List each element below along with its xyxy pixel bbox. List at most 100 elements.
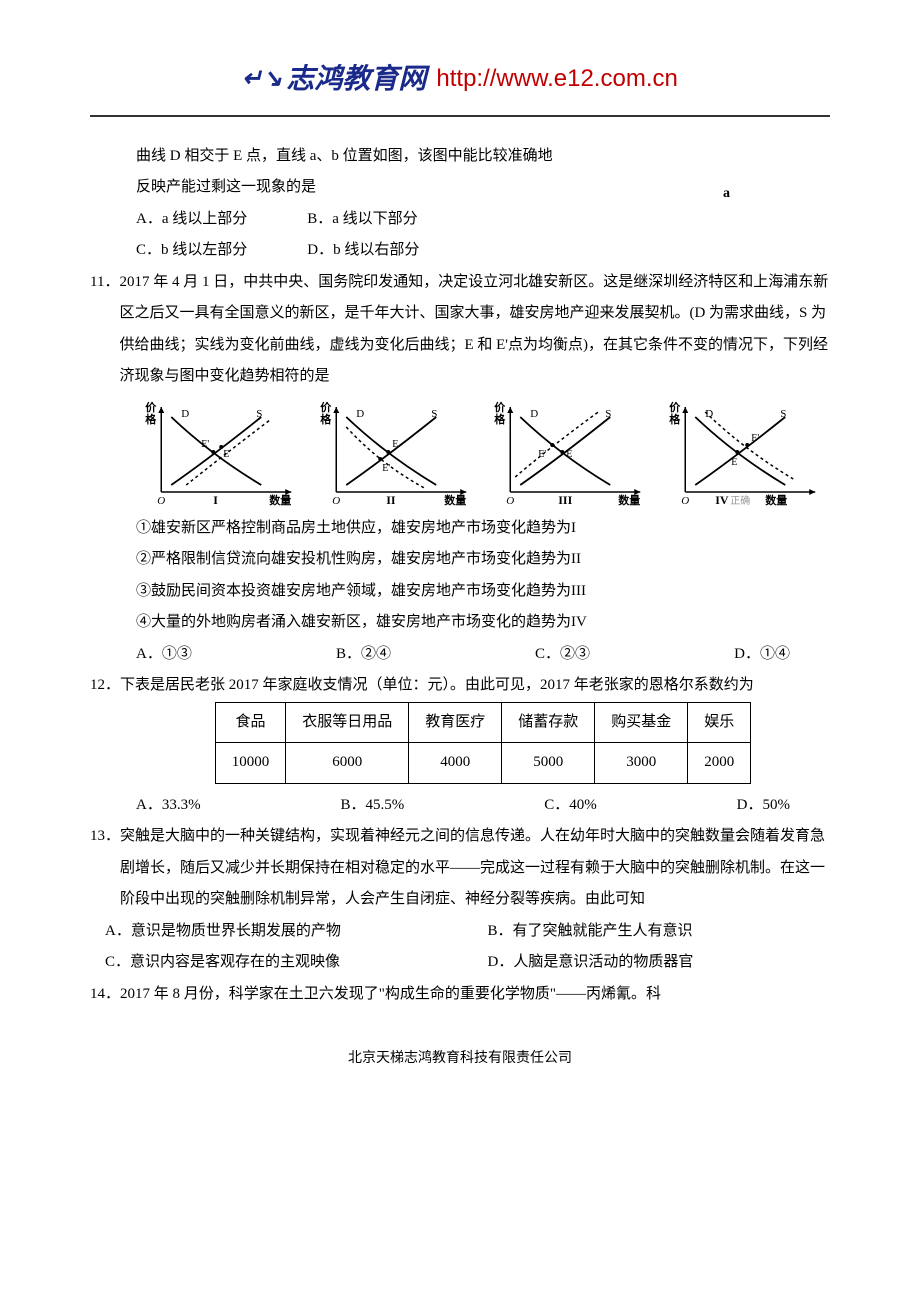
site-logo: ↵↘ 志鸿教育网 [242,50,426,109]
q12-option-d: D．50% [737,790,790,822]
q12-table: 食品 衣服等日用品 教育医疗 储蓄存款 购买基金 娱乐 10000 6000 4… [215,702,752,784]
table-cell: 6000 [286,743,409,784]
q10-options-row1: A．a 线以上部分 B．a 线以下部分 [136,204,830,236]
table-header-cell: 衣服等日用品 [286,702,409,743]
q10-option-c: C．b 线以左部分 [136,235,247,267]
svg-text:数量: 数量 [765,493,787,507]
svg-text:价: 价 [320,401,332,414]
svg-text:价: 价 [494,401,506,414]
table-cell: 4000 [409,743,502,784]
svg-text:价: 价 [669,401,681,414]
chart-3: 价 格 O 数量 D S E E' III [485,397,656,507]
table-cell: 2000 [688,743,751,784]
svg-text:S: S [605,408,611,420]
q11-options: A．①③ B．②④ C．②③ D．①④ [136,639,830,671]
q12-body: 食品 衣服等日用品 教育医疗 储蓄存款 购买基金 娱乐 10000 6000 4… [90,702,830,822]
table-cell: 5000 [502,743,595,784]
svg-text:E': E' [201,439,209,450]
q11-body: 价 格 O 数量 D S E' E I [90,397,830,671]
q13-text: 突触是大脑中的一种关键结构，实现着神经元之间的信息传递。人在幼年时大脑中的突触数… [120,821,830,916]
svg-text:E: E [392,439,398,450]
svg-text:O: O [681,495,689,507]
q12-option-a: A．33.3% [136,790,201,822]
svg-text:数量: 数量 [444,493,466,507]
table-header-cell: 储蓄存款 [502,702,595,743]
q11-number: 11． [90,267,119,393]
q13-number: 13． [90,821,120,916]
page-footer: 北京天梯志鸿教育科技有限责任公司 [90,1044,830,1073]
document-page: ↵↘ 志鸿教育网 http://www.e12.com.cn a 曲线 D 相交… [0,0,920,1114]
margin-note: a [723,179,730,208]
q10-option-d: D．b 线以右部分 [307,235,419,267]
svg-text:IV: IV [715,493,729,507]
svg-text:正确: 正确 [730,494,750,507]
svg-text:I: I [213,493,218,507]
table-cell: 10000 [215,743,286,784]
q10-options-row2: C．b 线以左部分 D．b 线以右部分 [136,235,830,267]
svg-text:格: 格 [320,412,332,426]
svg-text:E: E [223,449,229,460]
svg-text:E': E' [382,463,390,474]
q13-option-b: B．有了突触就能产生人有意识 [488,916,831,948]
svg-text:格: 格 [669,412,681,426]
chart-1: 价 格 O 数量 D S E' E I [136,397,307,507]
q11-option-d: D．①④ [734,639,790,671]
q12-option-c: C．40% [544,790,597,822]
question-13: 13． 突触是大脑中的一种关键结构，实现着神经元之间的信息传递。人在幼年时大脑中… [90,821,830,916]
svg-text:数量: 数量 [269,493,291,507]
table-header-cell: 食品 [215,702,286,743]
logo-icon: ↵↘ [242,54,282,104]
table-cell: 3000 [595,743,688,784]
q11-charts: 价 格 O 数量 D S E' E I [136,397,830,507]
svg-text:D: D [705,408,713,420]
svg-text:D: D [356,408,364,420]
q11-stmt2: ②严格限制信贷流向雄安投机性购房，雄安房地产市场变化趋势为II [136,544,830,576]
svg-text:E': E' [751,433,759,444]
svg-text:E: E [731,457,737,468]
svg-text:S: S [780,408,786,420]
question-14: 14． 2017 年 8 月份，科学家在土卫六发现了"构成生命的重要化学物质"—… [90,979,830,1011]
svg-text:S: S [431,408,437,420]
q12-options: A．33.3% B．45.5% C．40% D．50% [136,790,830,822]
q10-option-a: A．a 线以上部分 [136,204,247,236]
q11-option-b: B．②④ [336,639,391,671]
svg-text:数量: 数量 [618,493,640,507]
q13-option-a: A．意识是物质世界长期发展的产物 [105,916,448,948]
q11-option-a: A．①③ [136,639,192,671]
question-12: 12． 下表是居民老张 2017 年家庭收支情况（单位：元）。由此可见，2017… [90,670,830,702]
table-header-cell: 购买基金 [595,702,688,743]
svg-text:D: D [530,408,538,420]
svg-text:O: O [157,495,165,507]
q14-text: 2017 年 8 月份，科学家在土卫六发现了"构成生命的重要化学物质"——丙烯氰… [120,979,830,1011]
page-header: ↵↘ 志鸿教育网 http://www.e12.com.cn [90,50,830,117]
svg-text:价: 价 [145,401,157,414]
q10-line1: 曲线 D 相交于 E 点，直线 a、b 位置如图，该图中能比较准确地 [136,141,830,173]
table-header-cell: 娱乐 [688,702,751,743]
q13-option-c: C．意识内容是客观存在的主观映像 [105,947,448,979]
svg-text:S: S [256,408,262,420]
table-row: 10000 6000 4000 5000 3000 2000 [215,743,751,784]
table-header-cell: 教育医疗 [409,702,502,743]
q13-options: A．意识是物质世界长期发展的产物 B．有了突触就能产生人有意识 C．意识内容是客… [90,916,830,979]
q11-stmt1: ①雄安新区严格控制商品房土地供应，雄安房地产市场变化趋势为I [136,513,830,545]
svg-text:O: O [332,495,340,507]
q14-number: 14． [90,979,120,1011]
q12-text: 下表是居民老张 2017 年家庭收支情况（单位：元）。由此可见，2017 年老张… [120,670,830,702]
site-url: http://www.e12.com.cn [436,54,677,104]
svg-text:E': E' [538,449,546,460]
chart-4: 价 格 O 数量 正确 D S E E' IV [660,397,831,507]
svg-text:O: O [506,495,514,507]
q12-number: 12． [90,670,120,702]
q11-option-c: C．②③ [535,639,590,671]
svg-text:D: D [181,408,189,420]
q11-stmt4: ④大量的外地购房者涌入雄安新区，雄安房地产市场变化的趋势为IV [136,607,830,639]
q11-stmt3: ③鼓励民间资本投资雄安房地产领域，雄安房地产市场变化趋势为III [136,576,830,608]
q12-option-b: B．45.5% [341,790,405,822]
svg-text:E: E [566,449,572,460]
table-header-row: 食品 衣服等日用品 教育医疗 储蓄存款 购买基金 娱乐 [215,702,751,743]
svg-text:III: III [558,493,572,507]
q11-text: 2017 年 4 月 1 日，中共中央、国务院印发通知，决定设立河北雄安新区。这… [119,267,830,393]
q13-option-d: D．人脑是意识活动的物质器官 [488,947,831,979]
q10-option-b: B．a 线以下部分 [307,204,417,236]
chart-2: 价 格 O 数量 D S E E' II [311,397,482,507]
